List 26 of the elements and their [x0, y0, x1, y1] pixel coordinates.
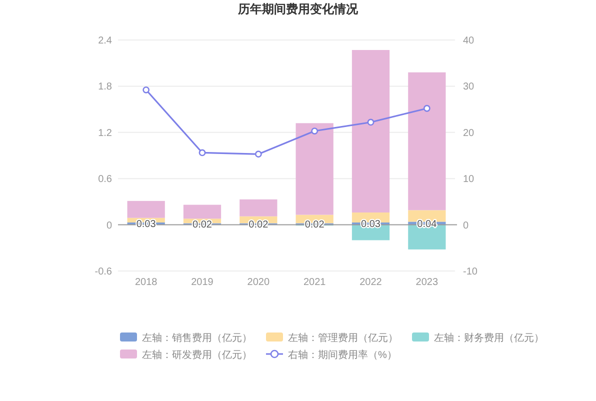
y-tick-label: 0: [106, 220, 112, 232]
y-tick-label: 1.8: [98, 82, 112, 93]
y2-tick-label: 30: [463, 82, 475, 93]
title: 历年期间费用变化情况: [238, 2, 358, 16]
y-tick-label: 1.2: [98, 128, 112, 139]
y2-tick-label: -10: [463, 266, 478, 278]
legend-label: 左轴：销售费用（亿元）: [142, 332, 252, 344]
y2-tick-label: 40: [463, 36, 475, 46]
y-tick-label: 0.6: [98, 174, 112, 186]
legend-label: 右轴：期间费用率（%）: [288, 349, 397, 361]
legend-label: 左轴：财务费用（亿元）: [434, 332, 544, 344]
y2-tick-label: 20: [463, 128, 475, 139]
x-tick-label: 2018: [134, 277, 158, 288]
x-tick-label: 2020: [247, 277, 270, 288]
x-tick-label: 2019: [191, 277, 214, 288]
x-tick-label: 2021: [303, 277, 326, 288]
y-tick-label: 2.4: [98, 36, 112, 46]
data-label: 0.04: [417, 218, 438, 230]
x-tick-label: 2023: [416, 277, 438, 288]
data-label: 0.03: [361, 219, 381, 230]
y2-tick-label: 10: [463, 174, 475, 186]
y2-tick-label: 0: [463, 220, 469, 232]
legend-label: 左轴：管理费用（亿元）: [288, 332, 398, 344]
x-tick-label: 2022: [360, 277, 382, 288]
legend-label: 左轴：研发费用（亿元）: [142, 349, 252, 361]
y-tick-label: -0.6: [94, 266, 112, 278]
